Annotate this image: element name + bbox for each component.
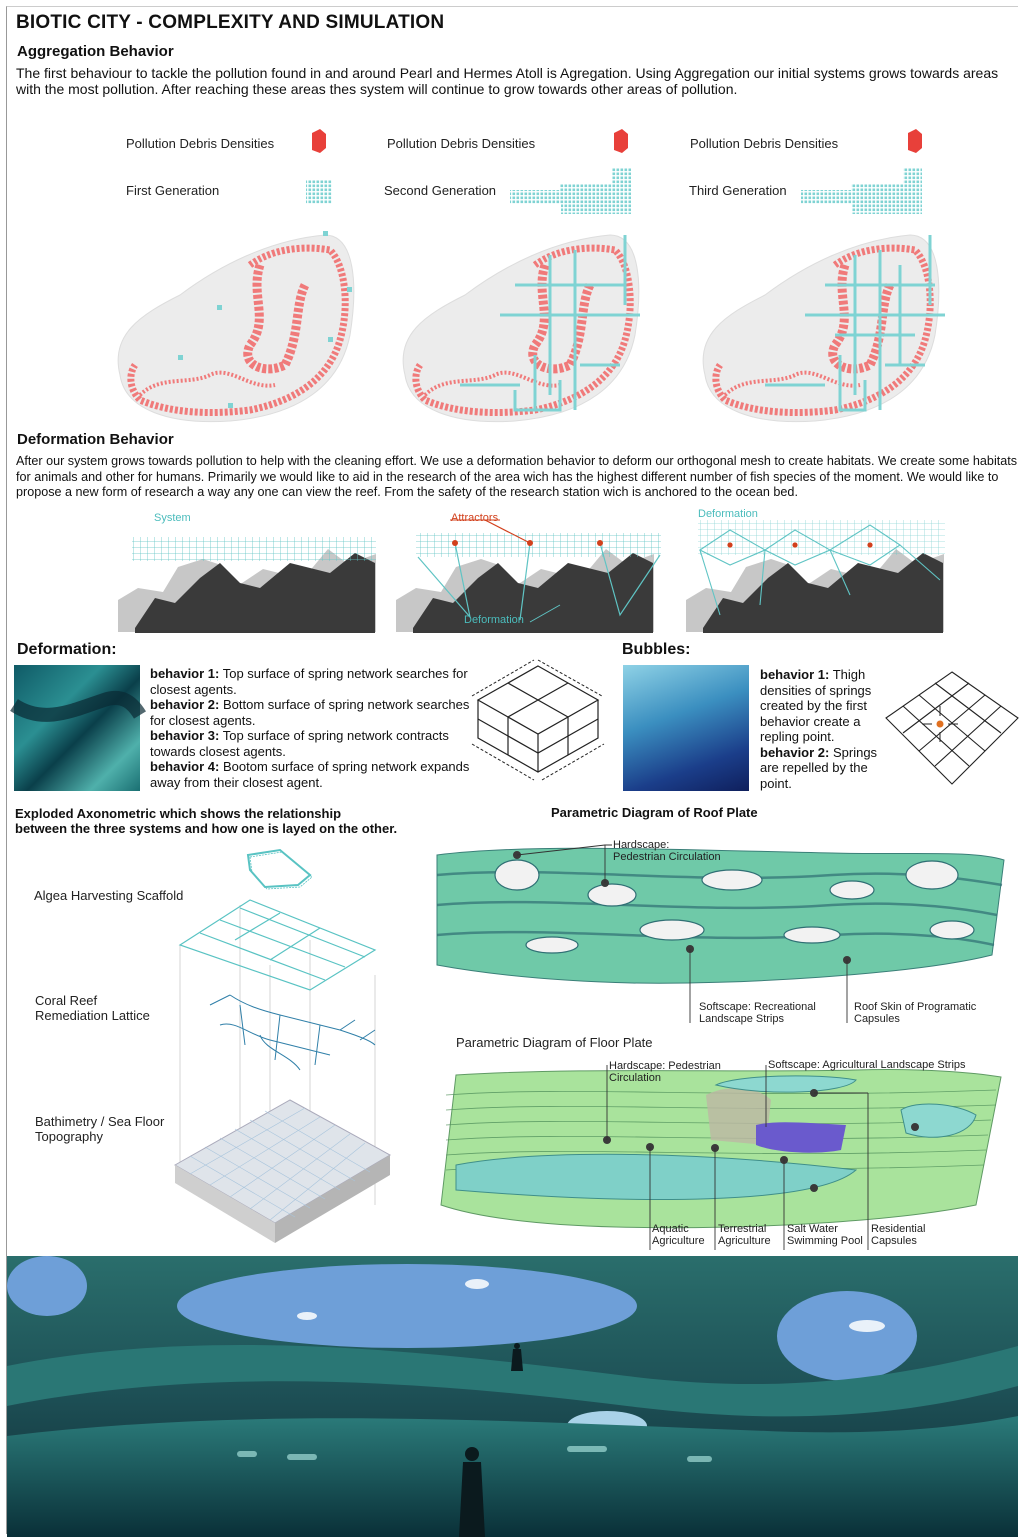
- roof-callout-hardscape-2: Pedestrian Circulation: [613, 851, 721, 863]
- label-system: System: [154, 512, 191, 524]
- repelling-point-grid-diagram: [885, 671, 1019, 785]
- label-deformation-bottom: Deformation: [464, 614, 524, 626]
- roof-callout-skin-2: Capsules: [854, 1013, 900, 1025]
- bubbles-behavior-list: behavior 1: Thigh densities of springs c…: [760, 667, 888, 791]
- deformation-behavior-4: behavior 4: Bootom surface of spring net…: [150, 759, 470, 790]
- legend-generation-1: First Generation: [126, 183, 220, 198]
- aggregation-text: The first behaviour to tackle the pollut…: [16, 65, 999, 97]
- floor-callout-pool-2: Swimming Pool: [787, 1235, 863, 1247]
- floor-callout-residential-1: Residential: [871, 1223, 926, 1235]
- sky-openings: [7, 1256, 917, 1441]
- exploded-caption-line2: between the three systems and how one is…: [15, 821, 398, 836]
- deformation-behavior-text: After our system grows towards pollution…: [16, 454, 1018, 499]
- floor-callout-pool-1: Salt Water: [787, 1223, 838, 1235]
- roof-callout-softscape-1: Softscape: Recreational: [699, 1001, 816, 1013]
- layer-label-scaffold: Algea Harvesting Scaffold: [34, 888, 184, 903]
- legend-generation-3: Third Generation: [689, 183, 787, 198]
- floor-callout-hardscape-1: Hardscape: Pedestrian: [609, 1060, 721, 1072]
- aggregation-heading: Aggregation Behavior: [17, 43, 174, 60]
- deformation-behavior-3: behavior 3: Top surface of spring networ…: [150, 728, 449, 759]
- page-title: BIOTIC CITY - COMPLEXITY AND SIMULATION: [16, 12, 445, 33]
- roof-callout-softscape-2: Landscape Strips: [699, 1013, 784, 1025]
- deformation-photo: [10, 665, 147, 791]
- legend-density-1: Pollution Debris Densities: [126, 136, 275, 151]
- debris-icon-1: [312, 129, 326, 153]
- aggregation-legend-icons: [306, 129, 922, 214]
- bubbles-photo: [623, 665, 749, 791]
- roof-callout-skin-1: Roof Skin of Programatic: [854, 1001, 977, 1013]
- legend-generation-2: Second Generation: [384, 183, 497, 198]
- layer-label-coral-2: Remediation Lattice: [35, 1008, 150, 1023]
- deformation-behavior-1: behavior 1: Top surface of spring networ…: [150, 666, 468, 697]
- exploded-caption-line1: Exploded Axonometric which shows the rel…: [15, 806, 342, 821]
- layer-label-coral-1: Coral Reef: [35, 993, 98, 1008]
- seafloor-block: [173, 1099, 392, 1243]
- floor-callout-softscape: Softscape: Agricultural Landscape Strips: [768, 1059, 966, 1071]
- generation-icon-2: [510, 168, 631, 214]
- layer-label-bathymetry-1: Bathimetry / Sea Floor: [35, 1114, 165, 1129]
- legend-density-2: Pollution Debris Densities: [387, 136, 536, 151]
- spring-network-cube-diagram: [471, 659, 605, 781]
- floor-plate-diagram: [440, 1065, 1002, 1250]
- human-silhouette: [459, 1343, 523, 1537]
- legend-density-3: Pollution Debris Densities: [690, 136, 839, 151]
- debris-icon-2: [614, 129, 628, 153]
- roof-plate-diagram: [436, 844, 1005, 1023]
- roof-callout-hardscape-1: Hardscape:: [613, 839, 670, 851]
- label-attractors: Attractors: [451, 512, 499, 524]
- roof-plate-title: Parametric Diagram of Roof Plate: [551, 805, 758, 820]
- floor-callout-terrestrial-2: Agriculture: [718, 1235, 771, 1247]
- debris-icon-3: [908, 129, 922, 153]
- page-frame: [6, 6, 1018, 1534]
- algae-scaffold-grid: [178, 899, 377, 991]
- atoll-map-second-generation: [402, 234, 640, 423]
- bubbles-behavior-1: behavior 1: Thigh densities of springs c…: [760, 667, 872, 744]
- exploded-axonometric-diagram: [173, 848, 392, 1243]
- deformation-heading: Deformation:: [17, 641, 117, 658]
- interior-render: [7, 1256, 1018, 1537]
- deformation-section-diagrams: [118, 519, 945, 633]
- bubbles-heading: Bubbles:: [622, 641, 691, 658]
- generation-icon-1: [306, 180, 332, 204]
- deformation-behavior-list: behavior 1: Top surface of spring networ…: [150, 666, 480, 790]
- floor-callout-aquatic-2: Agriculture: [652, 1235, 705, 1247]
- floor-plate-title: Parametric Diagram of Floor Plate: [456, 1035, 653, 1050]
- generation-icon-3: [801, 168, 922, 214]
- atoll-map-third-generation: [702, 234, 945, 423]
- algae-scaffold-top: [246, 848, 312, 889]
- coral-lattice: [209, 994, 376, 1071]
- deformation-behavior-2: behavior 2: Bottom surface of spring net…: [150, 697, 470, 728]
- atoll-map-first-generation: [117, 231, 355, 423]
- section-panel-2: [396, 519, 661, 633]
- floor-callout-hardscape-2: Circulation: [609, 1072, 661, 1084]
- floor-callout-terrestrial-1: Terrestrial: [718, 1223, 767, 1235]
- floor-callout-residential-2: Capsules: [871, 1235, 917, 1247]
- section-panel-3: [686, 520, 945, 633]
- deformation-behavior-heading: Deformation Behavior: [17, 431, 174, 448]
- label-deformation-top: Deformation: [698, 508, 758, 520]
- bubbles-behavior-2: behavior 2: Springs are repelled by the …: [760, 744, 878, 791]
- layer-label-bathymetry-2: Topography: [35, 1129, 103, 1144]
- section-panel-1: [118, 537, 376, 633]
- floor-callout-aquatic-1: Aquatic: [652, 1223, 689, 1235]
